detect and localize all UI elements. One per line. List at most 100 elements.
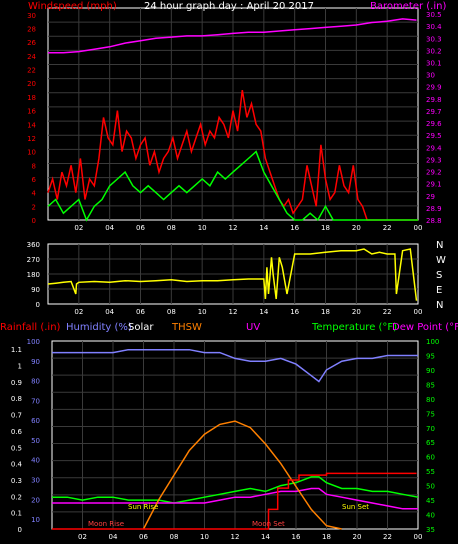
panel3-annotation-1: Sun Set — [342, 503, 369, 511]
panel1-left-tick-9: 18 — [27, 94, 36, 102]
panel1-right-tick-2: 29 — [426, 193, 435, 201]
x-tick-2-9: 20 — [352, 308, 361, 316]
panel3-right-tick-3: 50 — [426, 483, 435, 491]
x-tick-1-2: 06 — [136, 224, 145, 232]
panel1-left-tick-4: 8 — [32, 162, 36, 170]
panel1-right-tick-5: 29.3 — [426, 156, 442, 164]
panel1-series-1 — [47, 150, 418, 222]
x-tick-1-5: 12 — [229, 224, 238, 232]
panel2-left-tick-2: 180 — [27, 271, 40, 279]
panel3-humidity-tick-2: 30 — [31, 477, 40, 485]
panel1-left-tick-1: 2 — [32, 203, 36, 211]
panel1-title: 24 hour graph day : April 20 2017 — [144, 1, 314, 12]
panel1-left-tick-11: 22 — [27, 67, 36, 75]
panel3-humidity-tick-1: 20 — [31, 496, 40, 504]
x-tick-2-0: 02 — [74, 308, 83, 316]
x-tick-3-6: 14 — [261, 533, 270, 541]
x-tick-2-8: 18 — [321, 308, 330, 316]
panel3-left-tick-6: 0.6 — [11, 428, 23, 436]
panel3-annotation-0: Sun Rise — [128, 503, 158, 511]
panel1-left-tick-15: 30 — [27, 12, 36, 20]
x-tick-1-7: 16 — [290, 224, 299, 232]
x-tick-3-7: 16 — [292, 533, 301, 541]
panel3-right-tick-1: 40 — [426, 512, 435, 520]
panel3-left-tick-1: 0.1 — [11, 510, 22, 518]
panel1-right-tick-4: 29.2 — [426, 169, 442, 177]
panel3-header-thsw: THSW — [171, 322, 202, 333]
x-tick-2-10: 22 — [383, 308, 392, 316]
panel2-left-tick-3: 90 — [31, 286, 40, 294]
x-tick-1-1: 04 — [105, 224, 114, 232]
panel3-right-tick-8: 75 — [426, 410, 435, 418]
panel3-left-tick-3: 0.3 — [11, 477, 22, 485]
panel3-annotation-3: Moon Set — [252, 520, 285, 528]
panel3-series-2 — [52, 487, 418, 510]
panel1-right-tick-15: 30.3 — [426, 35, 442, 43]
panel3-series-4 — [52, 472, 417, 530]
panel1-right-tick-12: 30 — [426, 72, 435, 80]
panel1-left-label: Windspeed (mph) — [28, 1, 117, 12]
panel3-series-0 — [52, 348, 418, 383]
panel1-series-2 — [48, 18, 417, 54]
panel3-header-humidity: Humidity (%) — [66, 322, 132, 333]
panel1-left-tick-0: 0 — [32, 217, 36, 225]
panel1-right-tick-9: 29.7 — [426, 108, 442, 116]
panel1-right-label: Barometer (.in) — [370, 1, 446, 12]
x-tick-1-0: 02 — [74, 224, 83, 232]
panel3-left-tick-0: 0 — [18, 526, 22, 534]
panel3-right-tick-11: 90 — [426, 367, 435, 375]
panel3-humidity-tick-4: 50 — [31, 437, 40, 445]
panel1-left-tick-8: 16 — [27, 108, 36, 116]
panel3-annotation-2: Moon Rise — [88, 520, 124, 528]
panel3-right-tick-6: 65 — [426, 439, 435, 447]
panel3-header-solar: Solar — [128, 322, 154, 333]
x-tick-3-10: 22 — [383, 533, 392, 541]
panel1-right-tick-8: 29.6 — [426, 120, 442, 128]
panel3-humidity-tick-8: 90 — [31, 358, 40, 366]
panel3-right-tick-9: 80 — [426, 396, 435, 404]
panel2-dir-letter-4: N — [436, 300, 443, 311]
x-tick-3-2: 06 — [139, 533, 148, 541]
panel1-left-tick-5: 10 — [27, 149, 36, 157]
panel1-right-tick-1: 28.9 — [426, 205, 442, 213]
panel3-humidity-tick-6: 70 — [31, 397, 40, 405]
panel2-dir-letter-3: E — [436, 285, 442, 296]
panel3-right-tick-12: 95 — [426, 352, 435, 360]
panel3-header-rainfall: Rainfall (.in) — [0, 322, 61, 333]
panel1-right-tick-0: 28.8 — [426, 217, 442, 225]
panel2-dir-letter-2: S — [436, 270, 442, 281]
panel1-left-tick-7: 14 — [27, 121, 36, 129]
panel2-left-tick-0: 360 — [27, 241, 40, 249]
x-tick-2-7: 16 — [290, 308, 299, 316]
x-tick-1-9: 20 — [352, 224, 361, 232]
panel1-series-0 — [47, 89, 418, 221]
panel2-dir-letter-0: N — [436, 240, 443, 251]
panel3-right-tick-4: 55 — [426, 468, 435, 476]
x-tick-3-9: 20 — [353, 533, 362, 541]
panel1-left-tick-12: 24 — [27, 53, 36, 61]
panel2-left-tick-1: 270 — [27, 256, 40, 264]
panel3-header-uv: UV — [246, 322, 260, 333]
panel3-humidity-tick-5: 60 — [31, 417, 40, 425]
panel2-dir-letter-1: W — [436, 255, 446, 266]
panel3-right-tick-2: 45 — [426, 497, 435, 505]
x-tick-3-11: 00 — [414, 533, 423, 541]
panel3-right-tick-13: 100 — [426, 338, 439, 346]
panel3-left-tick-5: 0.5 — [11, 444, 22, 452]
panel2-left-tick-4: 0 — [36, 301, 40, 309]
panel3-left-tick-11: 1.1 — [11, 346, 22, 354]
x-tick-3-3: 08 — [170, 533, 179, 541]
x-tick-2-11: 00 — [414, 308, 423, 316]
x-tick-3-1: 04 — [109, 533, 118, 541]
panel1-left-tick-13: 26 — [27, 39, 36, 47]
x-tick-3-4: 10 — [200, 533, 209, 541]
x-tick-2-1: 04 — [105, 308, 114, 316]
panel3-humidity-tick-3: 40 — [31, 457, 40, 465]
panel3-humidity-tick-0: 10 — [31, 516, 40, 524]
panel1-right-tick-16: 30.4 — [426, 23, 442, 31]
panel3-right-tick-10: 85 — [426, 381, 435, 389]
x-tick-2-2: 06 — [136, 308, 145, 316]
x-tick-1-4: 10 — [198, 224, 207, 232]
panel3-left-tick-8: 0.8 — [11, 395, 22, 403]
